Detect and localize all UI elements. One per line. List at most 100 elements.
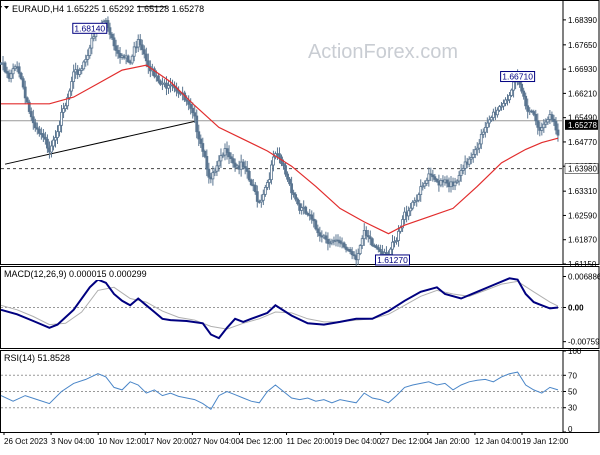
price-bar-body [305, 207, 307, 213]
price-bar-body [143, 50, 145, 54]
price-bar-body [460, 170, 462, 175]
macd-axis-tick-label: -0.007591 [568, 338, 600, 347]
price-bar-body [109, 28, 111, 35]
price-bar-body [131, 56, 133, 63]
price-bar-body [113, 38, 115, 46]
price-bar-body [34, 123, 36, 128]
price-bar-body [408, 211, 410, 216]
time-axis-tick-label: 19 Jan 12:00 [522, 437, 569, 446]
price-bar-body [12, 69, 14, 74]
price-bar-body [262, 194, 264, 200]
current-price-tag-label: 1.65278 [568, 121, 597, 130]
price-bar-body [359, 246, 361, 254]
price-bar-body [26, 98, 28, 102]
price-bar-body [61, 112, 63, 125]
price-bar-body [361, 239, 363, 246]
price-axis-tick-label: 1.66210 [568, 89, 597, 98]
price-bar-body [357, 254, 359, 260]
price-bar-body [389, 249, 391, 254]
rsi-axis-tick-label: 70 [568, 371, 577, 380]
price-bar-body [196, 116, 198, 132]
price-bar-body [117, 50, 119, 53]
time-axis-tick-label: 19 Dec 04:00 [334, 437, 382, 446]
price-bar-body [412, 202, 414, 208]
price-bar-body [69, 91, 71, 97]
price-bar-body [488, 120, 490, 123]
price-annotation-label: 1.61270 [377, 255, 408, 265]
price-bar-body [20, 73, 22, 78]
price-axis-tick-label: 1.68390 [568, 16, 597, 25]
price-bar-body [141, 45, 143, 50]
price-annotation-label: 1.68140 [74, 23, 105, 33]
macd-signal-line [1, 281, 558, 329]
price-axis-tick-label: 1.67650 [568, 41, 597, 50]
price-bar-body [486, 123, 488, 127]
price-bar-body [420, 187, 422, 195]
time-axis-tick-label: 27 Dec 12:00 [381, 437, 429, 446]
price-bar-body [533, 112, 535, 115]
price-bar-body [188, 101, 190, 104]
price-bar-body [254, 185, 256, 191]
price-bar-body [454, 182, 456, 185]
price-axis-tick-label: 1.66930 [568, 65, 597, 74]
price-bar-body [521, 84, 523, 91]
price-bar-body [272, 157, 274, 165]
price-bar-body [343, 243, 345, 247]
price-bar-body [525, 96, 527, 106]
price-bar-body [57, 132, 59, 138]
rsi-axis-tick-label: 30 [568, 404, 577, 413]
price-bar-body [79, 70, 81, 74]
price-bar-body [319, 233, 321, 236]
price-bar-body [248, 171, 250, 180]
price-bar-body [527, 106, 529, 111]
price-bar-body [157, 76, 159, 81]
price-bar-body [472, 154, 474, 157]
price-bar-body [268, 180, 270, 183]
price-bar-body [278, 154, 280, 157]
price-bar-body [317, 229, 319, 233]
watermark: ActionForex.com [308, 41, 458, 63]
time-axis-tick-label: 10 Nov 12:00 [98, 437, 146, 446]
price-axis-tick-label: 1.64770 [568, 138, 597, 147]
price-annotation-label: 1.66710 [502, 72, 533, 82]
price-bars [0, 16, 559, 266]
price-bar-body [434, 177, 436, 180]
price-bar-body [65, 106, 67, 109]
price-bar-body [523, 91, 525, 96]
price-bar-body [10, 74, 12, 79]
time-axis-tick-label: 4 Dec 12:00 [239, 437, 283, 446]
price-bar-body [198, 132, 200, 139]
rsi-axis-tick-label: 50 [568, 388, 577, 397]
price-bar-body [311, 215, 313, 219]
price-bar-body [212, 173, 214, 179]
price-bar-body [24, 87, 26, 98]
price-bar-body [484, 127, 486, 132]
price-bar-body [537, 121, 539, 128]
price-bar-body [208, 169, 210, 177]
price-bar-body [266, 183, 268, 188]
price-bar-body [91, 38, 93, 48]
price-bar-body [194, 113, 196, 116]
price-bar-body [289, 179, 291, 184]
price-bar-body [133, 47, 135, 56]
price-bar-body [541, 128, 543, 131]
rsi-line [1, 372, 558, 409]
rsi-axis-tick-label: 100 [568, 347, 582, 356]
price-bar-body [42, 134, 44, 138]
price-bar-body [371, 239, 373, 246]
price-bar-body [226, 149, 228, 153]
time-axis-tick-label: 27 Nov 04:00 [192, 437, 240, 446]
price-bar-body [557, 130, 559, 135]
price-panel-frame [1, 1, 600, 265]
price-bar-body [111, 34, 113, 38]
price-bar-body [73, 72, 75, 82]
price-bar-body [555, 121, 557, 130]
price-bar-body [32, 117, 34, 123]
price-bar-body [325, 236, 327, 240]
price-bar-body [256, 192, 258, 202]
price-bar-body [365, 230, 367, 235]
price-bar-body [295, 195, 297, 199]
price-bar-body [206, 156, 208, 169]
price-bar-body [59, 125, 61, 131]
